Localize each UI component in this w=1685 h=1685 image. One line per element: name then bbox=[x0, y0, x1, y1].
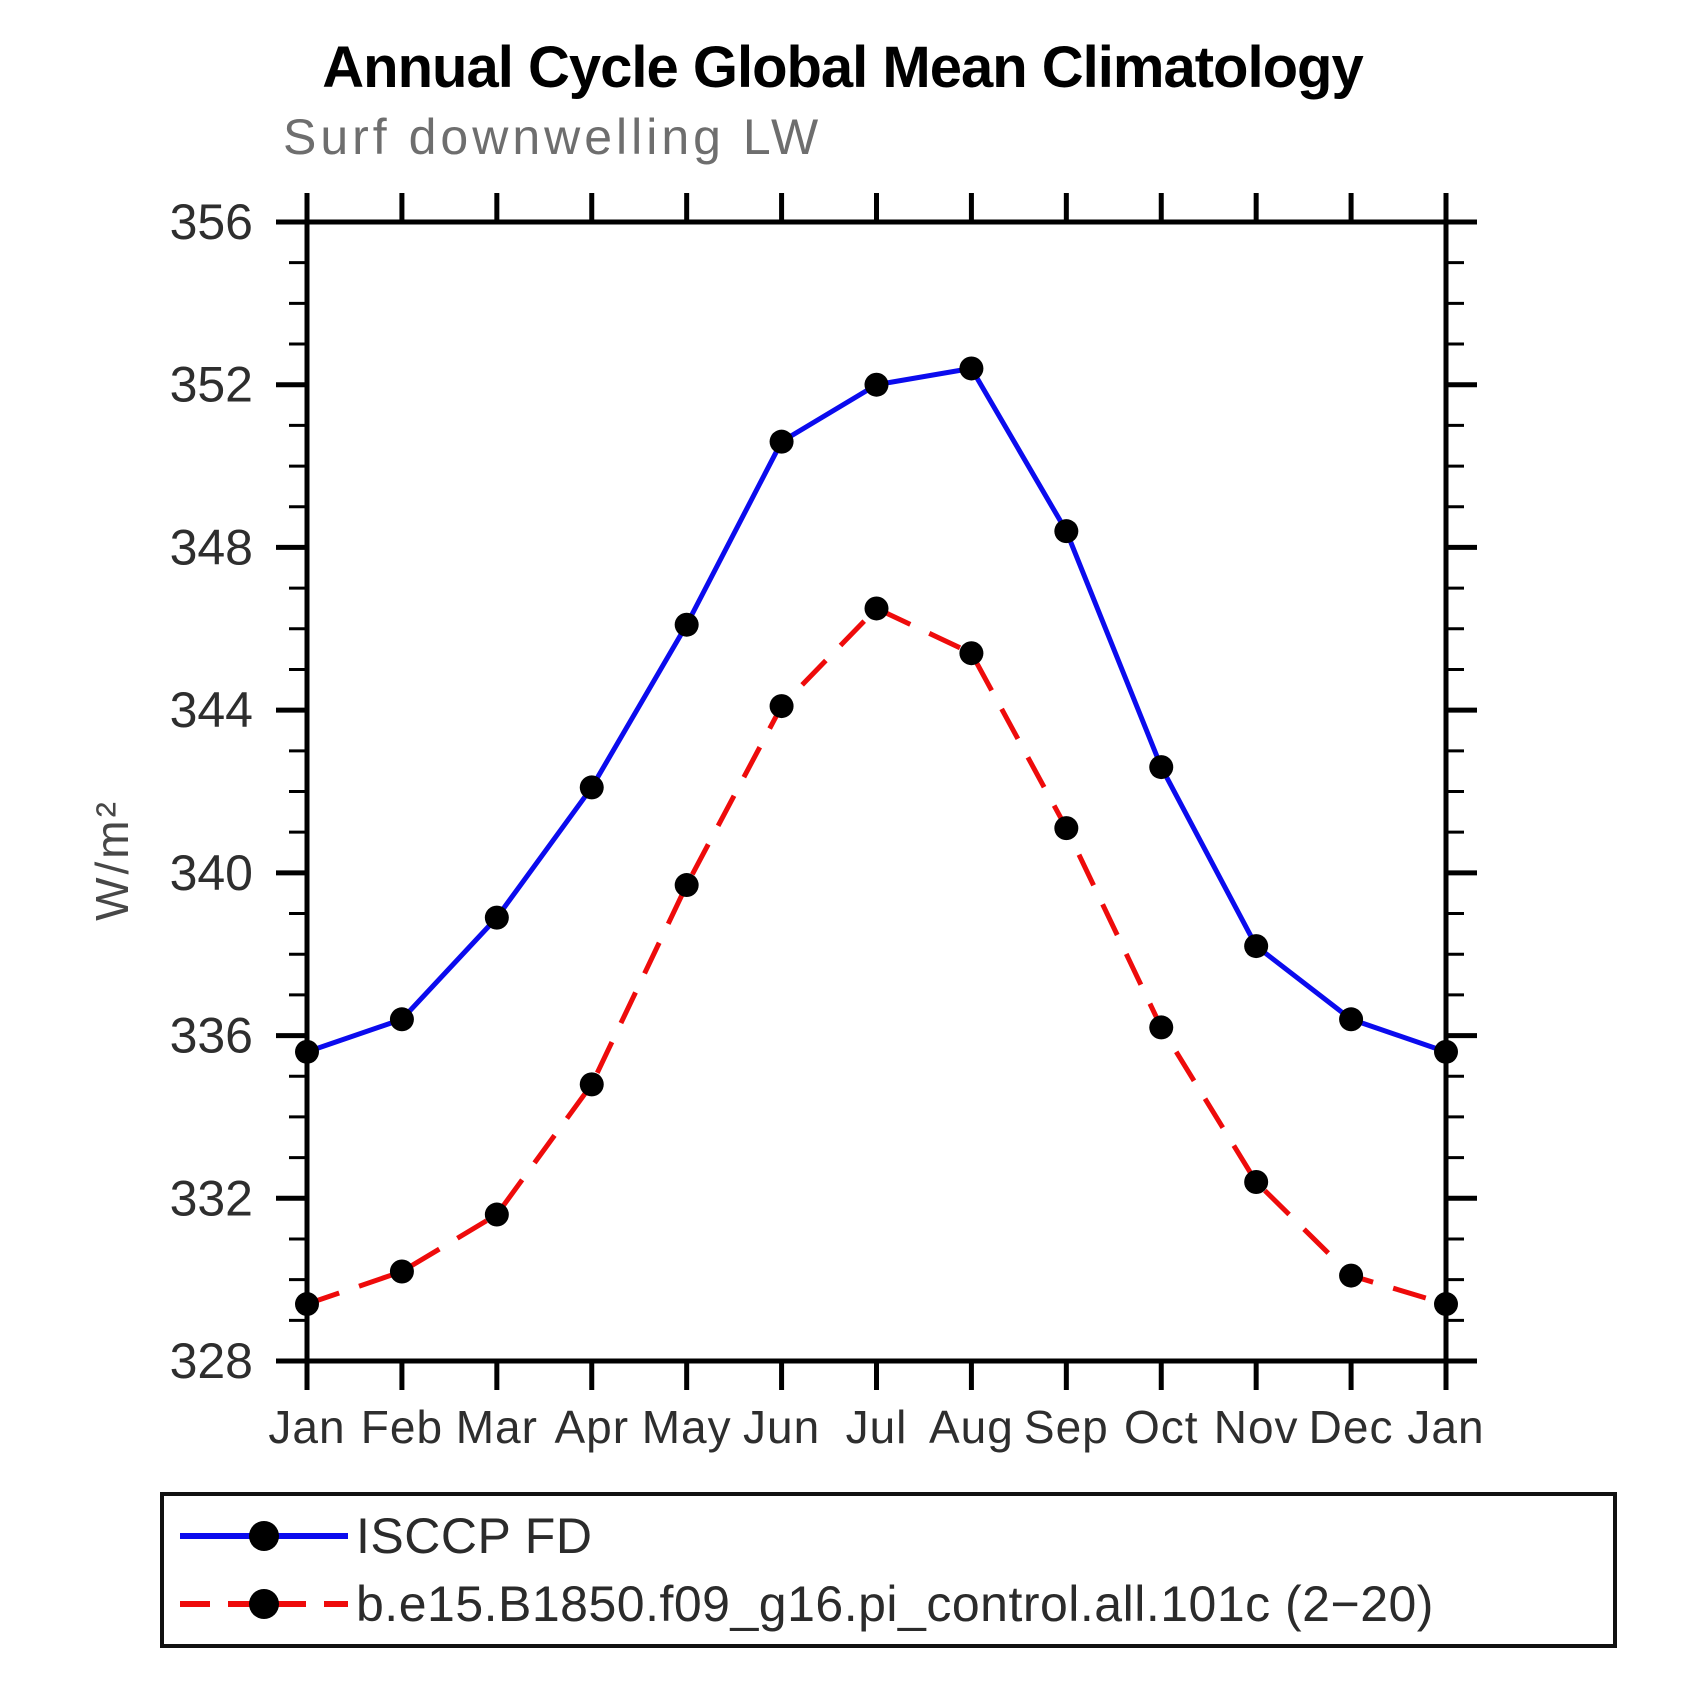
data-point-marker-0 bbox=[674, 612, 699, 637]
y-axis-tick-label: 348 bbox=[170, 519, 253, 575]
y-axis-tick-label: 340 bbox=[170, 845, 253, 901]
x-axis-tick-label: Sep bbox=[1024, 1401, 1109, 1453]
y-axis-tick-label: 336 bbox=[170, 1008, 253, 1064]
x-axis-tick-label: May bbox=[642, 1401, 732, 1453]
data-point-marker-1 bbox=[1149, 1015, 1174, 1040]
legend-marker-dot-icon bbox=[249, 1521, 279, 1551]
legend-label-isccp: ISCCP FD bbox=[356, 1508, 593, 1564]
data-point-marker-0 bbox=[1149, 755, 1174, 780]
data-point-marker-0 bbox=[579, 775, 604, 800]
legend-entry-model: b.e15.B1850.f09_g16.pi_control.all.101c … bbox=[176, 1572, 1613, 1636]
data-point-marker-1 bbox=[1339, 1263, 1364, 1288]
data-point-marker-0 bbox=[1339, 1007, 1364, 1032]
legend-line-sample-dashed bbox=[180, 1589, 348, 1619]
y-axis-tick-label: 352 bbox=[170, 357, 253, 413]
legend: ISCCP FD b.e15.B1850.f09_g16.pi_control.… bbox=[160, 1492, 1617, 1648]
x-axis-tick-label: Nov bbox=[1214, 1401, 1299, 1453]
data-point-marker-1 bbox=[674, 873, 699, 898]
x-axis-tick-label: Jul bbox=[846, 1401, 908, 1453]
data-point-marker-0 bbox=[864, 372, 889, 397]
data-point-marker-1 bbox=[1054, 816, 1079, 841]
y-axis-tick-label: 332 bbox=[170, 1170, 253, 1226]
y-axis-tick-label: 344 bbox=[170, 682, 253, 738]
x-axis-tick-label: Jun bbox=[743, 1401, 820, 1453]
series-line-1 bbox=[306, 605, 1447, 1307]
series-line-0 bbox=[306, 365, 1447, 1055]
legend-entry-isccp: ISCCP FD bbox=[176, 1504, 1613, 1568]
data-point-marker-1 bbox=[1434, 1292, 1458, 1317]
data-point-marker-0 bbox=[389, 1007, 414, 1032]
chart-title: Annual Cycle Global Mean Climatology bbox=[322, 35, 1363, 100]
data-point-marker-1 bbox=[769, 694, 794, 719]
data-point-marker-1 bbox=[959, 641, 984, 666]
legend-marker-dot-icon bbox=[249, 1589, 279, 1619]
legend-line-sample-solid bbox=[180, 1521, 348, 1551]
data-point-marker-0 bbox=[1434, 1039, 1458, 1064]
x-axis-tick-label: Dec bbox=[1309, 1401, 1394, 1453]
data-point-marker-0 bbox=[1244, 934, 1269, 959]
legend-label-model: b.e15.B1850.f09_g16.pi_control.all.101c … bbox=[356, 1576, 1434, 1632]
data-point-marker-0 bbox=[1054, 519, 1079, 544]
data-point-marker-1 bbox=[1244, 1170, 1269, 1195]
y-axis-tick-label: 356 bbox=[170, 194, 253, 250]
data-point-marker-1 bbox=[864, 596, 889, 621]
data-point-marker-1 bbox=[295, 1292, 319, 1317]
data-point-marker-1 bbox=[579, 1072, 604, 1097]
x-axis-tick-label: Aug bbox=[929, 1401, 1014, 1453]
data-point-marker-0 bbox=[484, 905, 509, 930]
data-point-marker-1 bbox=[389, 1259, 414, 1284]
y-axis-tick-label: 328 bbox=[170, 1333, 253, 1389]
x-axis-tick-label: Jan bbox=[268, 1401, 345, 1453]
data-point-marker-1 bbox=[484, 1202, 509, 1227]
chart-subtitle: Surf downwelling LW bbox=[283, 109, 823, 165]
x-axis-tick-label: Jan bbox=[1407, 1401, 1484, 1453]
data-point-marker-0 bbox=[769, 429, 794, 454]
x-axis-tick-label: Apr bbox=[554, 1401, 629, 1453]
data-point-marker-0 bbox=[295, 1039, 319, 1064]
x-axis-tick-label: Feb bbox=[361, 1401, 443, 1453]
x-axis-tick-label: Oct bbox=[1124, 1401, 1199, 1453]
x-axis-tick-label: Mar bbox=[456, 1401, 538, 1453]
data-point-marker-0 bbox=[959, 356, 984, 381]
